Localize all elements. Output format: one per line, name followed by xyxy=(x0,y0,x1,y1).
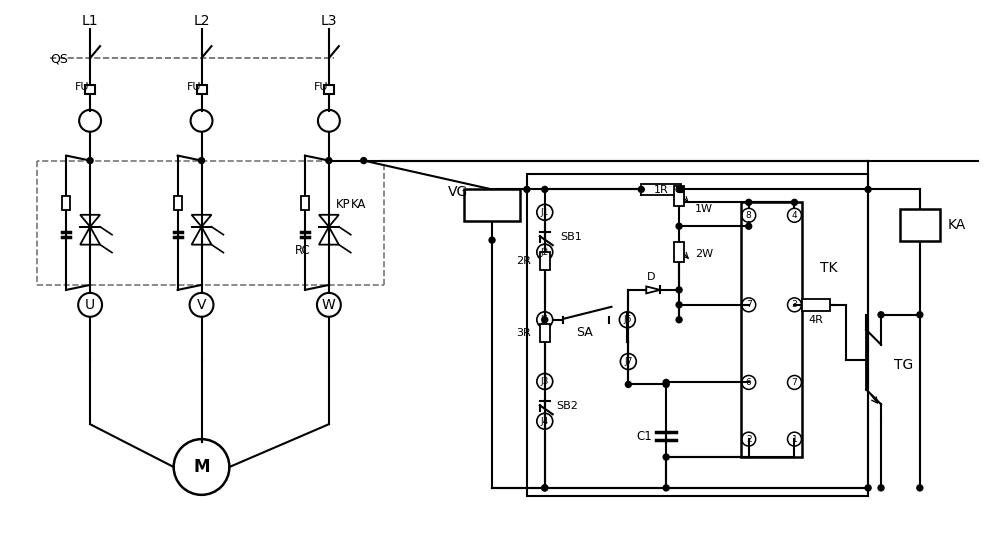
Text: L2: L2 xyxy=(193,14,210,28)
Circle shape xyxy=(676,186,682,192)
Text: J2: J2 xyxy=(541,248,549,257)
Circle shape xyxy=(663,454,669,460)
Text: J7: J7 xyxy=(624,357,633,366)
Text: 7: 7 xyxy=(746,300,752,310)
Bar xyxy=(674,242,684,262)
Circle shape xyxy=(676,287,682,293)
Bar xyxy=(540,324,550,342)
Text: D: D xyxy=(647,272,655,282)
Circle shape xyxy=(746,223,752,229)
Text: L3: L3 xyxy=(321,14,337,28)
Circle shape xyxy=(865,485,871,491)
Bar xyxy=(85,85,95,94)
Circle shape xyxy=(199,157,205,163)
Text: 8: 8 xyxy=(746,211,752,220)
Text: W: W xyxy=(322,298,336,312)
Circle shape xyxy=(663,381,669,387)
Circle shape xyxy=(746,199,752,205)
Text: J1: J1 xyxy=(541,208,549,217)
Circle shape xyxy=(917,312,923,318)
Bar xyxy=(540,252,550,270)
Circle shape xyxy=(542,186,548,192)
Text: 2R: 2R xyxy=(516,256,531,266)
Circle shape xyxy=(917,485,923,491)
Bar xyxy=(900,209,940,241)
Text: J3: J3 xyxy=(541,377,549,386)
Circle shape xyxy=(878,312,884,318)
Text: FU: FU xyxy=(187,82,201,92)
Circle shape xyxy=(676,302,682,308)
Circle shape xyxy=(676,317,682,323)
Text: RC: RC xyxy=(295,244,311,257)
Text: SB2: SB2 xyxy=(557,401,579,411)
Bar xyxy=(324,85,334,94)
Text: 6: 6 xyxy=(746,378,752,387)
Circle shape xyxy=(542,485,548,491)
Bar xyxy=(464,190,520,221)
Text: 3: 3 xyxy=(792,300,797,310)
Text: 2W: 2W xyxy=(695,249,713,259)
Text: J5: J5 xyxy=(541,315,549,324)
Circle shape xyxy=(524,186,530,192)
Text: FU: FU xyxy=(75,82,90,92)
Circle shape xyxy=(542,485,548,491)
Circle shape xyxy=(792,199,797,205)
Circle shape xyxy=(663,380,669,386)
Text: 1: 1 xyxy=(792,434,797,444)
Bar xyxy=(741,203,802,457)
Circle shape xyxy=(87,157,93,163)
Bar xyxy=(674,186,684,206)
Text: J6: J6 xyxy=(623,315,632,324)
Text: 7: 7 xyxy=(792,378,797,387)
Text: V: V xyxy=(197,298,206,312)
Text: KA: KA xyxy=(351,198,366,211)
Text: FU: FU xyxy=(314,82,328,92)
Circle shape xyxy=(542,317,548,323)
Text: SA: SA xyxy=(576,326,593,339)
Circle shape xyxy=(489,237,495,243)
Text: U: U xyxy=(85,298,95,312)
Circle shape xyxy=(625,381,631,387)
Circle shape xyxy=(678,186,684,192)
Text: SB1: SB1 xyxy=(561,232,582,242)
Text: 4: 4 xyxy=(792,211,797,220)
Text: J4: J4 xyxy=(541,416,549,426)
Circle shape xyxy=(638,186,644,192)
Text: KP: KP xyxy=(335,198,350,211)
Circle shape xyxy=(326,157,332,163)
Text: TG: TG xyxy=(894,357,913,371)
Text: C1: C1 xyxy=(636,430,652,443)
Bar xyxy=(527,174,868,496)
Text: M: M xyxy=(193,458,210,476)
Circle shape xyxy=(878,485,884,491)
Text: 4R: 4R xyxy=(809,315,824,325)
Bar xyxy=(174,197,182,210)
Text: 3R: 3R xyxy=(516,327,531,338)
Text: QS: QS xyxy=(50,53,68,66)
Text: 1R: 1R xyxy=(654,185,669,195)
Circle shape xyxy=(676,223,682,229)
Bar xyxy=(301,197,309,210)
Bar xyxy=(802,299,830,311)
Circle shape xyxy=(865,186,871,192)
Circle shape xyxy=(678,186,684,192)
Text: 2: 2 xyxy=(746,434,752,444)
Bar xyxy=(641,185,681,195)
Bar xyxy=(197,85,207,94)
Text: KA: KA xyxy=(948,218,966,232)
Text: 1W: 1W xyxy=(695,204,713,214)
Text: L1: L1 xyxy=(82,14,98,28)
Circle shape xyxy=(361,157,367,163)
Text: TK: TK xyxy=(820,261,838,275)
Text: VG: VG xyxy=(448,185,469,199)
Circle shape xyxy=(663,485,669,491)
Bar xyxy=(62,197,70,210)
